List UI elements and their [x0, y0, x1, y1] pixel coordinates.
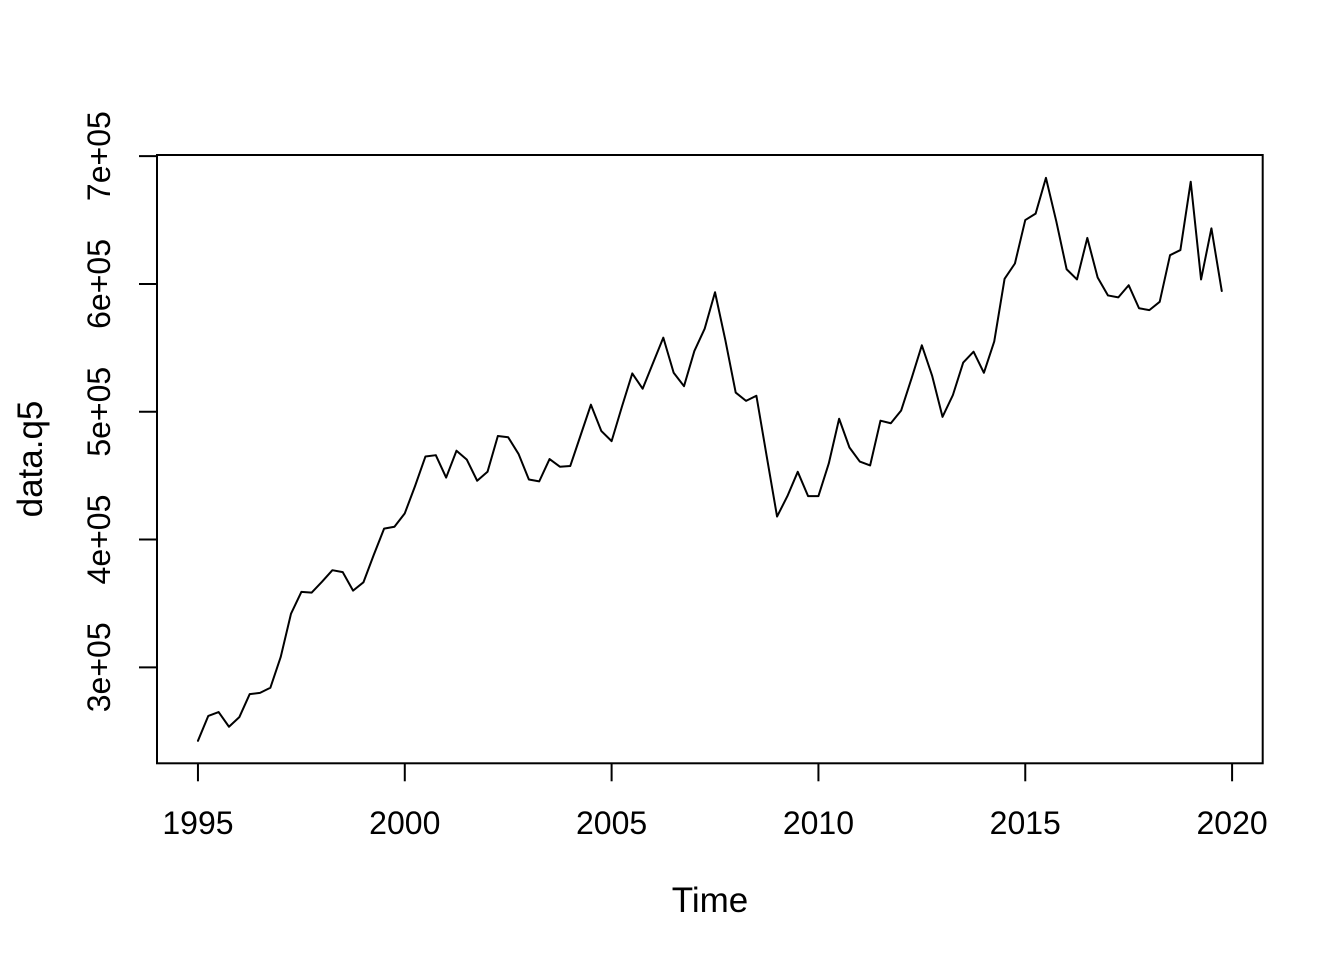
y-tick-label: 5e+05 [81, 367, 117, 457]
y-tick-label: 4e+05 [81, 495, 117, 585]
x-tick-label: 2010 [783, 805, 854, 841]
plot-box [156, 154, 1264, 765]
x-axis-title: Time [672, 881, 748, 920]
y-axis-title: data.q5 [11, 401, 50, 518]
y-tick-label: 7e+05 [81, 111, 117, 201]
x-tick-label: 2020 [1196, 805, 1267, 841]
y-tick-label: 3e+05 [81, 622, 117, 712]
y-tick-label: 6e+05 [81, 239, 117, 329]
x-tick-label: 2000 [369, 805, 440, 841]
x-tick-label: 2005 [576, 805, 647, 841]
x-tick-label: 1995 [162, 805, 233, 841]
series-line [196, 176, 1223, 742]
x-tick-label: 2015 [990, 805, 1061, 841]
